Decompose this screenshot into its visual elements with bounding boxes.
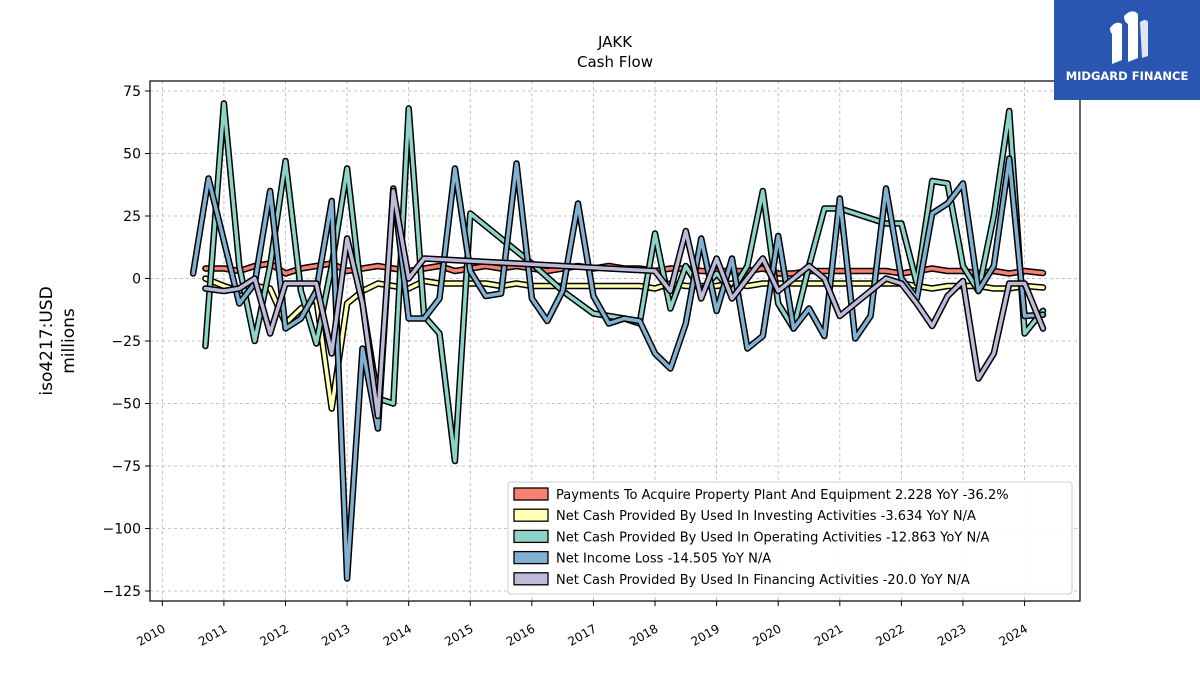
logo-text: MIDGARD FINANCE (1065, 69, 1189, 83)
legend-swatch-3 (513, 550, 549, 565)
x-tick-label: 2010 (134, 621, 167, 648)
x-tick-label: 2016 (504, 621, 537, 648)
x-tick-label: 2015 (442, 621, 475, 648)
chart-subtitle: Cash Flow (577, 53, 653, 71)
y-tick-label: 75 (123, 84, 141, 100)
x-tick-label: 2019 (689, 621, 722, 648)
y-tick-label: 50 (123, 147, 141, 163)
x-axis-ticks: 2010 2011 2012 2013 2014 2015 2016 2017 2018 2019… (134, 601, 1030, 649)
midgard-finance-logo: MIDGARD FINANCE (1054, 0, 1200, 100)
x-tick-label: 2013 (319, 621, 352, 648)
series-line-4 (203, 189, 1045, 418)
x-tick-label: 2023 (935, 621, 968, 648)
y-tick-label: −50 (111, 397, 141, 413)
series-line-3 (191, 156, 1045, 581)
legend-label-4: Net Cash Provided By Used In Financing A… (556, 573, 970, 588)
x-tick-label: 2012 (258, 621, 291, 648)
logo-mark-icon (1110, 11, 1148, 65)
x-tick-label: 2017 (565, 621, 598, 648)
legend-label-3: Net Income Loss -14.505 YoY N/A (556, 552, 771, 567)
legend: Payments To Acquire Property Plant And E… (507, 481, 1073, 595)
y-tick-label: −25 (111, 334, 141, 350)
x-tick-label: 2021 (812, 621, 845, 648)
y-tick-label: 25 (123, 209, 141, 225)
legend-label-2: Net Cash Provided By Used In Operating A… (556, 530, 990, 545)
legend-swatch-1 (513, 508, 549, 522)
x-tick-label: 2018 (627, 621, 660, 648)
y-tick-label: −75 (111, 459, 141, 475)
legend-swatch-2 (513, 529, 549, 544)
y-tick-label: −100 (103, 522, 141, 538)
legend-box (507, 481, 1073, 595)
legend-label-1: Net Cash Provided By Used In Investing A… (556, 509, 976, 524)
x-tick-label: 2020 (750, 621, 783, 648)
y-axis-label-line2: millions (59, 308, 79, 374)
x-tick-label: 2014 (381, 621, 414, 648)
legend-label-0: Payments To Acquire Property Plant And E… (556, 488, 1009, 503)
x-tick-label: 2022 (873, 621, 906, 648)
chart-title: JAKK (597, 33, 633, 51)
x-tick-label: 2024 (997, 621, 1030, 648)
y-tick-label: 0 (132, 272, 141, 288)
legend-swatch-0 (513, 487, 549, 501)
y-axis-label-line1: iso4217:USD (37, 286, 57, 395)
x-tick-label: 2011 (196, 621, 229, 648)
legend-entries: Payments To Acquire Property Plant And E… (513, 487, 1009, 588)
series-lines (189, 100, 1047, 582)
legend-swatch-4 (513, 572, 549, 586)
y-axis-ticks: 75 50 25 0 −25 −50 −75 −100 −125 (103, 84, 150, 600)
y-tick-label: −125 (103, 584, 141, 600)
